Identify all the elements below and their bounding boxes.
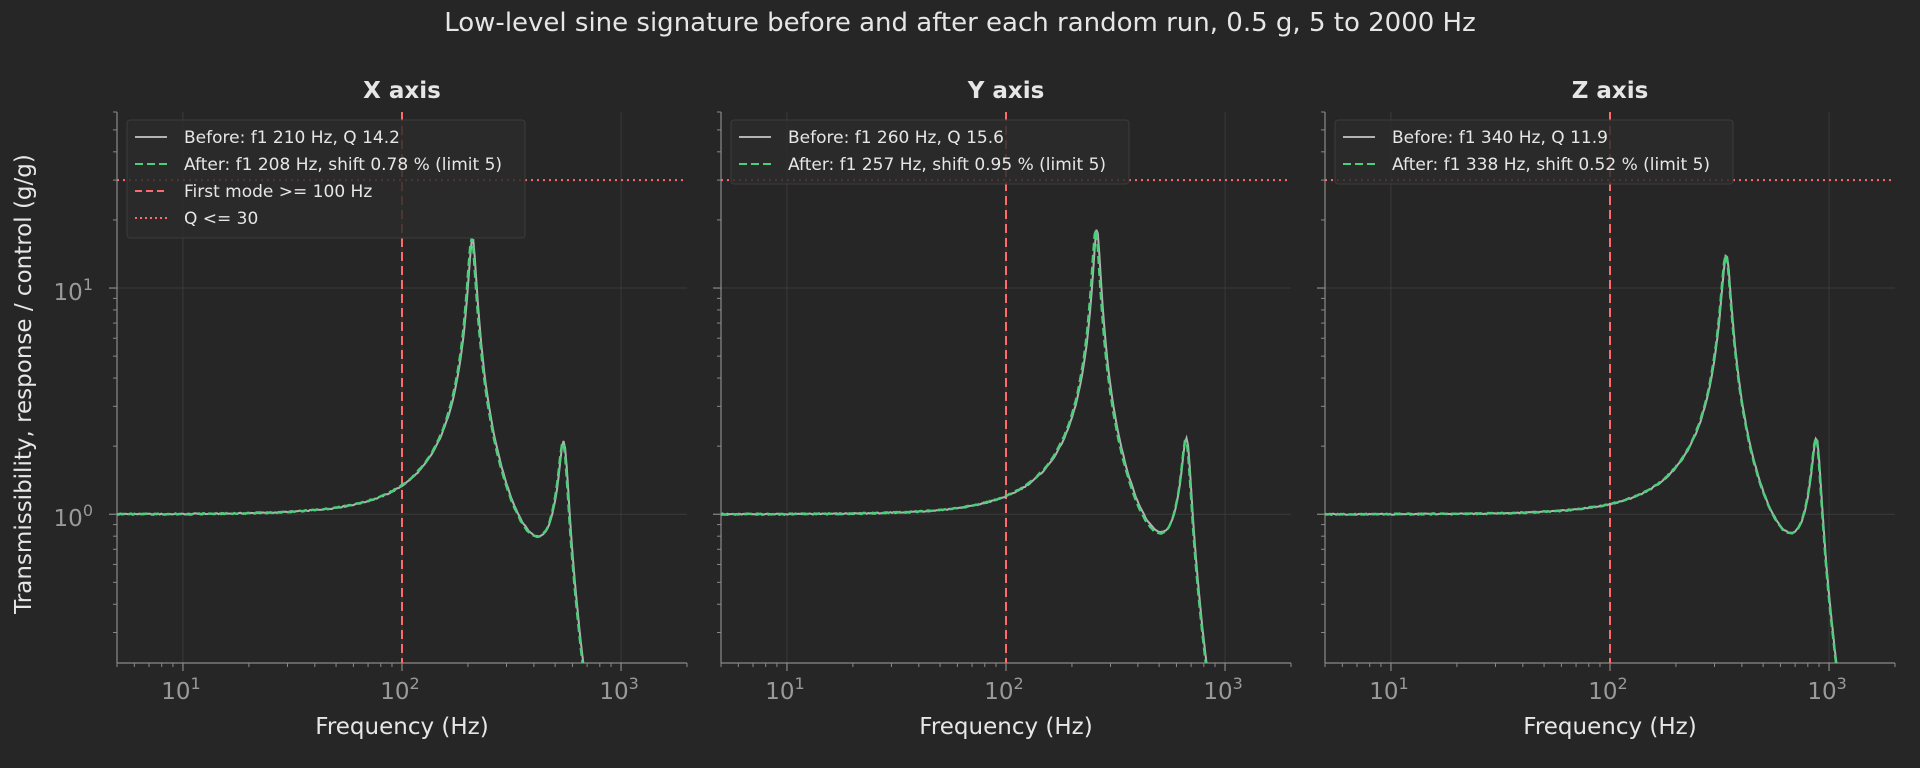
- legend-box: [126, 119, 526, 239]
- legend-label: After: f1 338 Hz, shift 0.52 % (limit 5): [1392, 155, 1710, 175]
- panel-title: Z axis: [1572, 78, 1649, 104]
- x-tick-label: 102: [984, 674, 1023, 705]
- plot-area: [1325, 112, 1895, 663]
- legend-label: First mode >= 100 Hz: [184, 182, 372, 202]
- series-after-line: [721, 229, 1208, 663]
- x-axis-label: Frequency (Hz): [919, 714, 1092, 740]
- x-tick-label: 101: [161, 674, 200, 705]
- legend-label: Before: f1 340 Hz, Q 11.9: [1392, 128, 1608, 148]
- y-tick-label: 100: [54, 501, 93, 532]
- panel-2: 101 102 103 Y axis Frequency (Hz) Before: f1 …: [713, 78, 1292, 740]
- panel-3: 101 102 103 Z axis Frequency (Hz) Before: f1 …: [1317, 78, 1896, 740]
- legend: Before: f1 210 Hz, Q 14.2 After: f1 208 H…: [126, 119, 526, 239]
- x-tick-label: 102: [1588, 674, 1627, 705]
- legend-box: [1334, 119, 1734, 185]
- x-tick-label: 103: [599, 674, 638, 705]
- x-tick-label: 103: [1807, 674, 1846, 705]
- x-axis-label: Frequency (Hz): [1523, 714, 1696, 740]
- x-tick-label: 101: [765, 674, 804, 705]
- legend: Before: f1 260 Hz, Q 15.6 After: f1 257 H…: [730, 119, 1130, 185]
- x-axis-label: Frequency (Hz): [315, 714, 488, 740]
- figure-title: Low-level sine signature before and afte…: [444, 8, 1476, 38]
- legend: Before: f1 340 Hz, Q 11.9 After: f1 338 H…: [1334, 119, 1734, 185]
- x-tick-label: 101: [1369, 674, 1408, 705]
- legend-label: Before: f1 260 Hz, Q 15.6: [788, 128, 1004, 148]
- panel-title: X axis: [363, 78, 441, 104]
- legend-label: After: f1 208 Hz, shift 0.78 % (limit 5): [184, 155, 502, 175]
- panel-title: Y axis: [967, 78, 1045, 104]
- x-tick-label: 103: [1203, 674, 1242, 705]
- panel-1: 101 102 103 100 101 X axis Frequency (Hz) Befor…: [54, 78, 688, 740]
- legend-box: [730, 119, 1130, 185]
- legend-label: Q <= 30: [184, 209, 258, 229]
- legend-label: Before: f1 210 Hz, Q 14.2: [184, 128, 400, 148]
- series-after-line: [117, 237, 584, 663]
- y-tick-label: 101: [54, 275, 93, 306]
- plot-area: [721, 112, 1291, 663]
- series-after-line: [1325, 254, 1838, 663]
- legend-label: After: f1 257 Hz, shift 0.95 % (limit 5): [788, 155, 1106, 175]
- x-tick-label: 102: [380, 674, 419, 705]
